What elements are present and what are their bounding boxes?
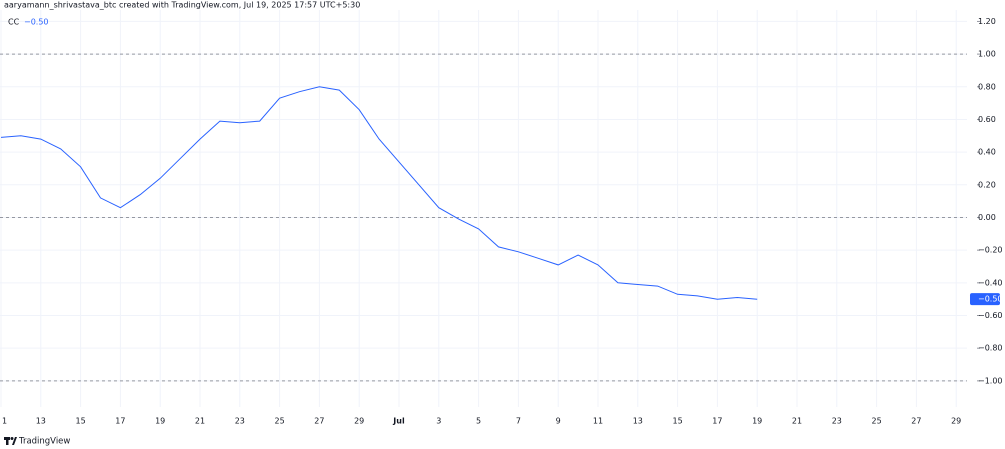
series-line	[0, 86, 758, 300]
x-tick-label: 29	[354, 417, 364, 426]
y-tick-label: 0.60	[978, 115, 996, 124]
y-tick-label: 0.00	[978, 213, 996, 222]
x-tick-label: 25	[872, 417, 882, 426]
x-tick-label: 23	[235, 417, 245, 426]
logo	[4, 437, 17, 445]
x-tick-label: 1	[2, 417, 7, 426]
x-tick-label: 17	[115, 417, 125, 426]
last-value-badge	[970, 293, 1000, 306]
x-tick-label: 17	[712, 417, 722, 426]
x-tick-label: Jul	[392, 417, 405, 426]
y-tick-label: −0.60	[978, 311, 1003, 320]
legend-value: −0.50	[24, 18, 49, 27]
x-tick-label: 3	[436, 417, 441, 426]
y-tick-label: −0.20	[978, 246, 1003, 255]
x-tick-label: 9	[556, 417, 561, 426]
x-tick-label: 23	[832, 417, 842, 426]
y-tick-label: −0.40	[978, 278, 1003, 287]
last-value-label: −0.50	[978, 295, 1003, 304]
plot-background	[0, 10, 967, 407]
x-tick-label: 15	[673, 417, 683, 426]
footer: TradingView	[18, 437, 70, 447]
x-tick-label: 19	[752, 417, 762, 426]
x-tick-label: 27	[314, 417, 324, 426]
y-tick-label: 0.80	[978, 82, 996, 91]
legend-name: CC	[8, 18, 20, 27]
header: aaryamann_shrivastava_btc created with T…	[4, 1, 360, 10]
x-tick-label: 21	[792, 417, 802, 426]
x-tick-label: 7	[516, 417, 521, 426]
y-tick-label: −0.80	[978, 344, 1003, 353]
x-tick-label: 11	[593, 417, 603, 426]
x-tick-label: 25	[275, 417, 285, 426]
y-tick-label: 0.40	[978, 148, 996, 157]
y-tick-label: −1.00	[978, 376, 1003, 385]
y-tick-label: 1.00	[978, 50, 996, 59]
x-tick-label: 19	[155, 417, 165, 426]
x-tick-label: 15	[76, 417, 86, 426]
x-tick-label: 21	[195, 417, 205, 426]
x-tick-label: 29	[951, 417, 961, 426]
x-tick-label: 13	[36, 417, 46, 426]
x-tick-label: 27	[911, 417, 921, 426]
y-tick-label: 1.20	[978, 17, 996, 26]
x-tick-label: 5	[476, 417, 481, 426]
y-tick-label: 0.20	[978, 180, 996, 189]
x-tick-label: 13	[633, 417, 643, 426]
